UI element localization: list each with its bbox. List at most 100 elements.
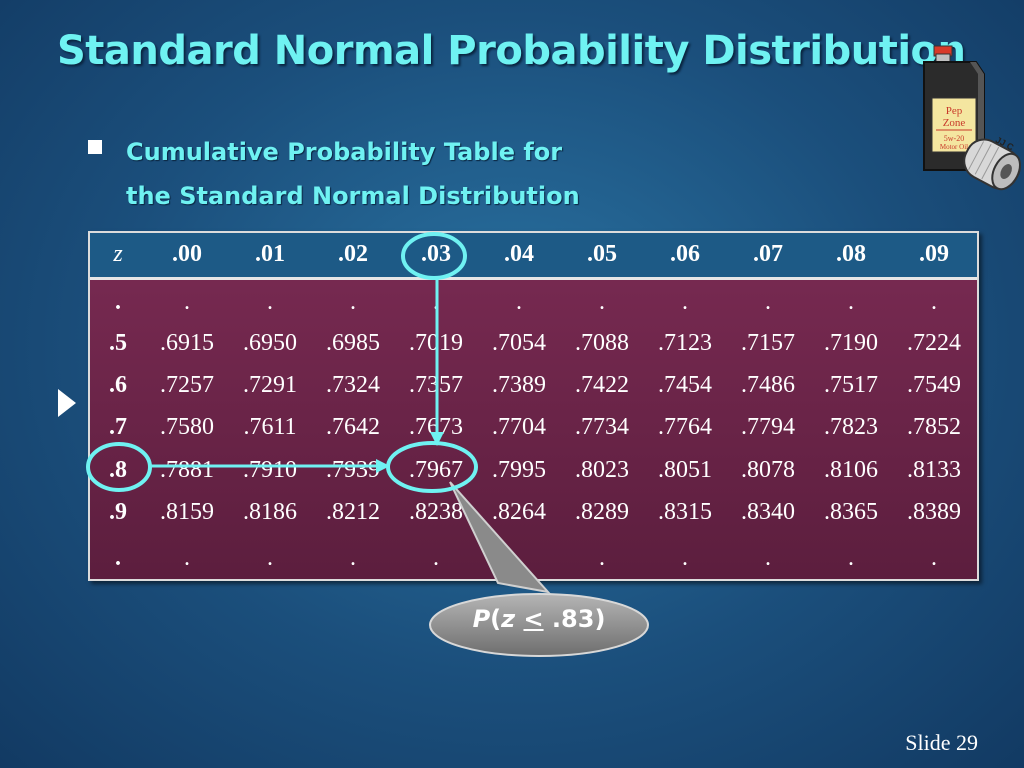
z-row-label: .9 bbox=[109, 499, 127, 525]
table-row: .6.7257.7291.7324.7357.7389.7422.7454.74… bbox=[90, 372, 977, 412]
table-cell: .7454 bbox=[658, 372, 712, 398]
value-highlight-circle bbox=[386, 441, 478, 493]
oil-can-clipart: Pep Zone 5w-20 Motor Oil JJ C bbox=[923, 45, 1021, 191]
table-cell: .7910 bbox=[243, 457, 297, 483]
square-bullet-icon bbox=[88, 140, 102, 154]
table-cell: .8078 bbox=[741, 457, 795, 483]
column-header: .03 bbox=[421, 241, 451, 267]
table-cell: . bbox=[931, 545, 937, 571]
column-header: .07 bbox=[753, 241, 783, 267]
logo-text-2: Zone bbox=[943, 117, 966, 129]
table-cell: .8051 bbox=[658, 457, 712, 483]
table-cell: .7852 bbox=[907, 414, 961, 440]
bullet-text: Cumulative Probability Table for the Sta… bbox=[126, 130, 580, 218]
row-arrow-head bbox=[376, 459, 390, 473]
table-cell: .8365 bbox=[824, 499, 878, 525]
table-row: .5.6915.6950.6985.7019.7054.7088.7123.71… bbox=[90, 330, 977, 370]
table-cell: . bbox=[184, 289, 190, 315]
table-cell: .8159 bbox=[160, 499, 214, 525]
logo-text-4: Motor Oil bbox=[940, 143, 968, 151]
bullet-line-1: Cumulative Probability Table for bbox=[126, 138, 563, 166]
table-cell: .7088 bbox=[575, 330, 629, 356]
table-cell: .7642 bbox=[326, 414, 380, 440]
table-cell: .7764 bbox=[658, 414, 712, 440]
column-header: .01 bbox=[255, 241, 285, 267]
table-cell: .7486 bbox=[741, 372, 795, 398]
z-row-label: .5 bbox=[109, 330, 127, 356]
table-cell: .8212 bbox=[326, 499, 380, 525]
column-header: .09 bbox=[919, 241, 949, 267]
table-cell: . bbox=[682, 289, 688, 315]
table-cell: . bbox=[765, 289, 771, 315]
table-cell: . bbox=[267, 545, 273, 571]
callout-pointer bbox=[449, 481, 551, 594]
column-highlight-circle bbox=[401, 232, 467, 280]
column-header: .06 bbox=[670, 241, 700, 267]
callout-z: z bbox=[501, 605, 516, 633]
table-cell: .7939 bbox=[326, 457, 380, 483]
column-header: .00 bbox=[172, 241, 202, 267]
table-cell: .7995 bbox=[492, 457, 546, 483]
table-cell: .8389 bbox=[907, 499, 961, 525]
table-row: .7.7580.7611.7642.7673.7704.7734.7764.77… bbox=[90, 414, 977, 454]
table-cell: .8023 bbox=[575, 457, 629, 483]
table-cell: . bbox=[350, 545, 356, 571]
table-cell: . bbox=[350, 289, 356, 315]
table-cell: .7794 bbox=[741, 414, 795, 440]
play-arrow-icon[interactable] bbox=[58, 389, 76, 417]
slide-title: Standard Normal Probability Distribution bbox=[57, 28, 966, 74]
table-cell: .7324 bbox=[326, 372, 380, 398]
table-cell: .8186 bbox=[243, 499, 297, 525]
column-header: .05 bbox=[587, 241, 617, 267]
table-cell: .7224 bbox=[907, 330, 961, 356]
logo-text-1: Pep bbox=[946, 105, 963, 117]
table-cell: .8238 bbox=[409, 499, 463, 525]
column-header: .02 bbox=[338, 241, 368, 267]
column-arrow-head bbox=[430, 432, 444, 446]
table-cell: .7517 bbox=[824, 372, 878, 398]
table-cell: .7704 bbox=[492, 414, 546, 440]
table-cell: .6915 bbox=[160, 330, 214, 356]
z-row-label: . bbox=[115, 289, 121, 315]
table-cell: .7881 bbox=[160, 457, 214, 483]
table-cell: . bbox=[848, 289, 854, 315]
table-cell: . bbox=[267, 289, 273, 315]
table-cell: .7580 bbox=[160, 414, 214, 440]
table-cell: .8289 bbox=[575, 499, 629, 525]
table-cell: .7123 bbox=[658, 330, 712, 356]
callout-bubble bbox=[429, 593, 649, 657]
bullet-line-2: the Standard Normal Distribution bbox=[126, 182, 580, 210]
table-row: .8 .7881 .7910 .7939 .7967 .7995 .8023 .8051 .80… bbox=[90, 457, 977, 497]
table-cell: . bbox=[931, 289, 937, 315]
table-cell: .7549 bbox=[907, 372, 961, 398]
slide-number: Slide 29 bbox=[905, 730, 978, 755]
table-cell: .7054 bbox=[492, 330, 546, 356]
table-cell: .8264 bbox=[492, 499, 546, 525]
table-cell: .8315 bbox=[658, 499, 712, 525]
logo-text-3: 5w-20 bbox=[944, 134, 964, 143]
table-cell: . bbox=[599, 545, 605, 571]
callout-p: P bbox=[472, 605, 491, 633]
column-header: .04 bbox=[504, 241, 534, 267]
row-highlight-circle bbox=[86, 442, 152, 492]
table-cell: .6985 bbox=[326, 330, 380, 356]
table-cell: .8106 bbox=[824, 457, 878, 483]
callout-le: < bbox=[523, 605, 544, 633]
table-cell: . bbox=[682, 545, 688, 571]
table-cell: . bbox=[599, 289, 605, 315]
table-cell: .7611 bbox=[243, 414, 297, 440]
table-cell: . bbox=[184, 545, 190, 571]
table-cell: .7291 bbox=[243, 372, 297, 398]
callout-open: ( bbox=[490, 605, 502, 633]
z-row-label: .6 bbox=[109, 372, 127, 398]
table-cell: .6950 bbox=[243, 330, 297, 356]
table-cell: .7157 bbox=[741, 330, 795, 356]
z-table: z .00 .01 .02 .03 .04 .05 .06 .07 .08 .0… bbox=[88, 231, 979, 581]
z-row-label: . bbox=[115, 545, 121, 571]
table-cell: .7734 bbox=[575, 414, 629, 440]
z-row-label: .8 bbox=[109, 457, 127, 483]
table-cell: .7389 bbox=[492, 372, 546, 398]
table-row: .9 .8159 .8186 .8212 .8238 .8264 .8289 .8315 .83… bbox=[90, 499, 977, 539]
z-row-label: .7 bbox=[109, 414, 127, 440]
